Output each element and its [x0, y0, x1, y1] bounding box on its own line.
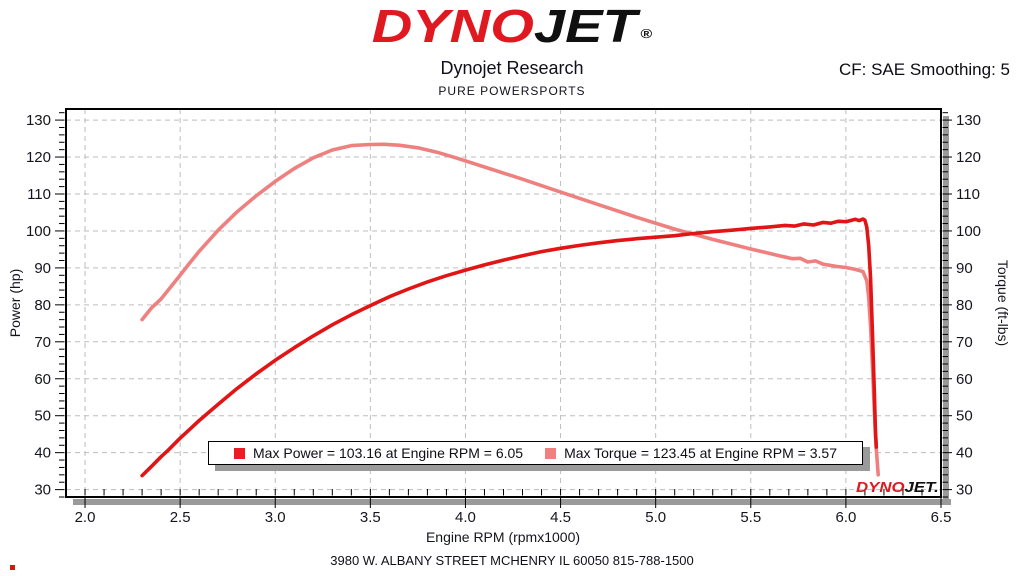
svg-text:5.5: 5.5 — [740, 509, 761, 526]
shop-address: 3980 W. ALBANY STREET MCHENRY IL 60050 8… — [330, 553, 694, 568]
svg-text:130: 130 — [956, 112, 981, 129]
plot-background — [66, 109, 941, 497]
axis-ticks — [55, 112, 952, 508]
max-power-label: Max Power = 103.16 at Engine RPM = 6.05 — [253, 445, 524, 461]
dynojet-watermark: DYNOJET. — [856, 480, 939, 495]
svg-text:110: 110 — [956, 186, 980, 203]
plot-border — [65, 108, 942, 498]
plot-shadow-bottom — [73, 499, 951, 505]
legend-entry-torque: Max Torque = 123.45 at Engine RPM = 3.57 — [545, 445, 837, 461]
svg-text:60: 60 — [956, 371, 973, 388]
legend-entry-power: Max Power = 103.16 at Engine RPM = 6.05 — [234, 445, 523, 461]
svg-text:70: 70 — [34, 334, 51, 351]
x-axis-title: Engine RPM (rpmx1000) — [425, 529, 581, 545]
dynojet-logo: DYNOJET ® — [0, 2, 1024, 50]
plot-shadow-right — [943, 116, 949, 505]
svg-text:130: 130 — [26, 112, 51, 129]
torque-legend-swatch — [545, 447, 557, 459]
svg-text:4.0: 4.0 — [455, 509, 476, 526]
torque-curve — [140, 142, 881, 477]
svg-text:120: 120 — [26, 149, 51, 166]
svg-text:6.0: 6.0 — [835, 509, 856, 526]
logo-jet-part: JET — [533, 0, 637, 52]
svg-text:50: 50 — [34, 408, 51, 425]
power-curve — [140, 217, 879, 478]
svg-text:100: 100 — [956, 223, 981, 240]
svg-text:90: 90 — [956, 260, 973, 277]
svg-text:120: 120 — [956, 149, 981, 166]
max-torque-label: Max Torque = 123.45 at Engine RPM = 3.57 — [564, 445, 837, 461]
shop-name: PURE POWERSPORTS — [438, 84, 586, 98]
svg-text:2.0: 2.0 — [75, 509, 96, 526]
svg-text:80: 80 — [34, 297, 51, 314]
left-axis-title: Power (hp) — [7, 268, 23, 338]
svg-text:3.5: 3.5 — [360, 509, 381, 526]
svg-text:110: 110 — [27, 186, 51, 203]
svg-text:50: 50 — [956, 408, 973, 425]
svg-text:40: 40 — [34, 445, 51, 462]
record-indicator-dot — [10, 565, 15, 570]
watermark-dyno-part: DYNO — [856, 479, 905, 496]
watermark-jet-part: JET. — [904, 479, 939, 496]
svg-text:30: 30 — [956, 482, 973, 499]
logo-dyno-part: DYNO — [371, 0, 534, 52]
svg-text:70: 70 — [956, 334, 973, 351]
svg-text:100: 100 — [26, 223, 51, 240]
svg-text:5.0: 5.0 — [645, 509, 666, 526]
svg-text:40: 40 — [956, 445, 973, 462]
svg-text:6.5: 6.5 — [931, 509, 952, 526]
right-axis-title: Torque (ft-lbs) — [995, 259, 1011, 347]
svg-text:4.5: 4.5 — [550, 509, 571, 526]
svg-text:30: 30 — [34, 482, 51, 499]
svg-text:80: 80 — [956, 297, 973, 314]
dynojet-logo-text: DYNOJET ® — [372, 2, 652, 50]
power-legend-swatch — [234, 447, 246, 459]
smoothing-info: CF: SAE Smoothing: 5 — [838, 60, 1010, 79]
registered-trademark-icon: ® — [640, 26, 653, 41]
svg-text:90: 90 — [34, 260, 51, 277]
report-title: Dynojet Research — [440, 58, 584, 78]
legend-box: Max Power = 103.16 at Engine RPM = 6.05 … — [208, 441, 863, 465]
svg-text:60: 60 — [34, 371, 51, 388]
svg-text:2.5: 2.5 — [170, 509, 191, 526]
svg-text:3.0: 3.0 — [265, 509, 286, 526]
